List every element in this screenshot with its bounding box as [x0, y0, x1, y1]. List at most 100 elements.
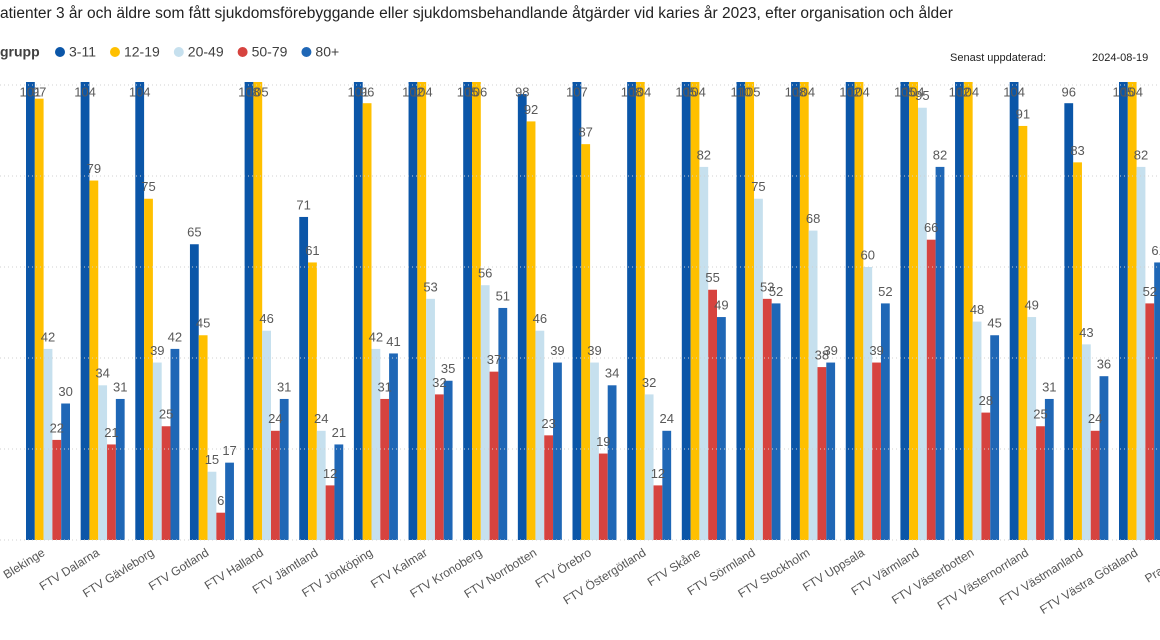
bar — [607, 385, 617, 540]
legend-swatch — [55, 47, 65, 57]
data-label: 21 — [332, 425, 346, 440]
data-label: 24 — [314, 411, 328, 426]
bar — [299, 216, 309, 540]
data-label: 101 — [20, 84, 42, 99]
data-label: 17 — [222, 443, 236, 458]
bar — [1027, 317, 1037, 540]
data-label: 105 — [247, 84, 269, 99]
data-label: 75 — [141, 179, 155, 194]
bar — [1009, 82, 1019, 541]
bar — [572, 82, 582, 541]
bar — [808, 230, 818, 540]
legend-swatch — [237, 47, 248, 57]
bar — [880, 303, 890, 540]
data-label: 41 — [386, 334, 400, 349]
bar — [517, 94, 527, 540]
bar — [1064, 103, 1074, 540]
bar — [1036, 426, 1045, 540]
data-label: 52 — [1143, 284, 1157, 299]
bar — [544, 435, 554, 540]
data-label: 6 — [217, 493, 224, 508]
data-label: 35 — [441, 361, 455, 376]
bar — [89, 180, 99, 541]
data-label: 106 — [466, 84, 488, 99]
data-label: 61 — [305, 243, 319, 258]
data-label: 52 — [878, 284, 892, 299]
bar — [262, 330, 271, 540]
bar — [845, 82, 855, 541]
bar — [216, 512, 226, 540]
bar — [152, 362, 162, 540]
data-label: 104 — [411, 84, 433, 99]
data-label: 104 — [129, 84, 151, 99]
data-label: 15 — [205, 452, 219, 467]
legend-label: 50-79 — [252, 44, 288, 60]
data-label: 38 — [815, 348, 829, 363]
data-label: 110 — [730, 84, 751, 99]
bar — [863, 267, 873, 540]
data-label: 43 — [1079, 325, 1093, 340]
data-label: 12 — [651, 466, 665, 481]
bar — [271, 430, 280, 540]
data-label: 55 — [705, 270, 719, 285]
bar — [161, 426, 171, 540]
bar — [699, 166, 709, 540]
data-label: 37 — [487, 352, 501, 367]
data-label: 79 — [87, 161, 101, 176]
updated-date: 2024-08-19 — [1092, 52, 1148, 64]
data-label: 22 — [50, 420, 64, 435]
data-label: 102 — [949, 84, 971, 99]
data-label: 31 — [1042, 379, 1056, 394]
data-label: 49 — [714, 297, 728, 312]
bar — [918, 107, 927, 540]
bar — [990, 335, 1000, 540]
x-tick-label: FTV Västra Götaland — [1037, 545, 1140, 617]
data-label: 61 — [1151, 243, 1160, 258]
bar — [1044, 398, 1054, 540]
data-label: 87 — [578, 125, 592, 140]
bar — [489, 371, 499, 540]
legend-title: grupp — [0, 44, 40, 60]
legend-label: 20-49 — [188, 44, 224, 60]
legend-swatch — [301, 47, 312, 57]
bar — [826, 362, 836, 540]
bar — [225, 462, 234, 540]
bar — [681, 82, 691, 540]
data-label: 23 — [541, 416, 555, 431]
data-label: 56 — [478, 266, 492, 281]
bar — [189, 244, 199, 540]
bar — [590, 362, 599, 540]
data-label: 53 — [423, 279, 437, 294]
data-label: 32 — [642, 375, 656, 390]
data-label: 108 — [621, 84, 643, 99]
bar — [80, 82, 90, 541]
bar — [1099, 376, 1109, 540]
data-label: 107 — [566, 84, 588, 99]
legend-label: 80+ — [315, 44, 339, 60]
data-label: 104 — [684, 84, 706, 99]
bar — [115, 398, 125, 540]
bar — [98, 385, 108, 540]
data-label: 39 — [869, 343, 883, 358]
data-label: 104 — [903, 84, 925, 99]
bar — [598, 453, 608, 540]
bar — [498, 307, 508, 540]
data-label: 83 — [1070, 143, 1084, 158]
data-label: 24 — [1088, 411, 1102, 426]
data-label: 39 — [823, 343, 837, 358]
data-label: 104 — [957, 84, 979, 99]
bar — [408, 82, 418, 541]
data-label: 75 — [751, 179, 765, 194]
bar — [279, 398, 289, 540]
bar — [745, 82, 755, 540]
data-label: 104 — [1121, 84, 1143, 99]
bar — [371, 348, 381, 540]
bar — [417, 82, 427, 541]
data-label: 82 — [1134, 147, 1148, 162]
bar — [472, 82, 481, 540]
bar — [791, 82, 800, 540]
data-label: 31 — [377, 379, 391, 394]
bar — [1018, 125, 1028, 540]
bar — [553, 362, 562, 540]
